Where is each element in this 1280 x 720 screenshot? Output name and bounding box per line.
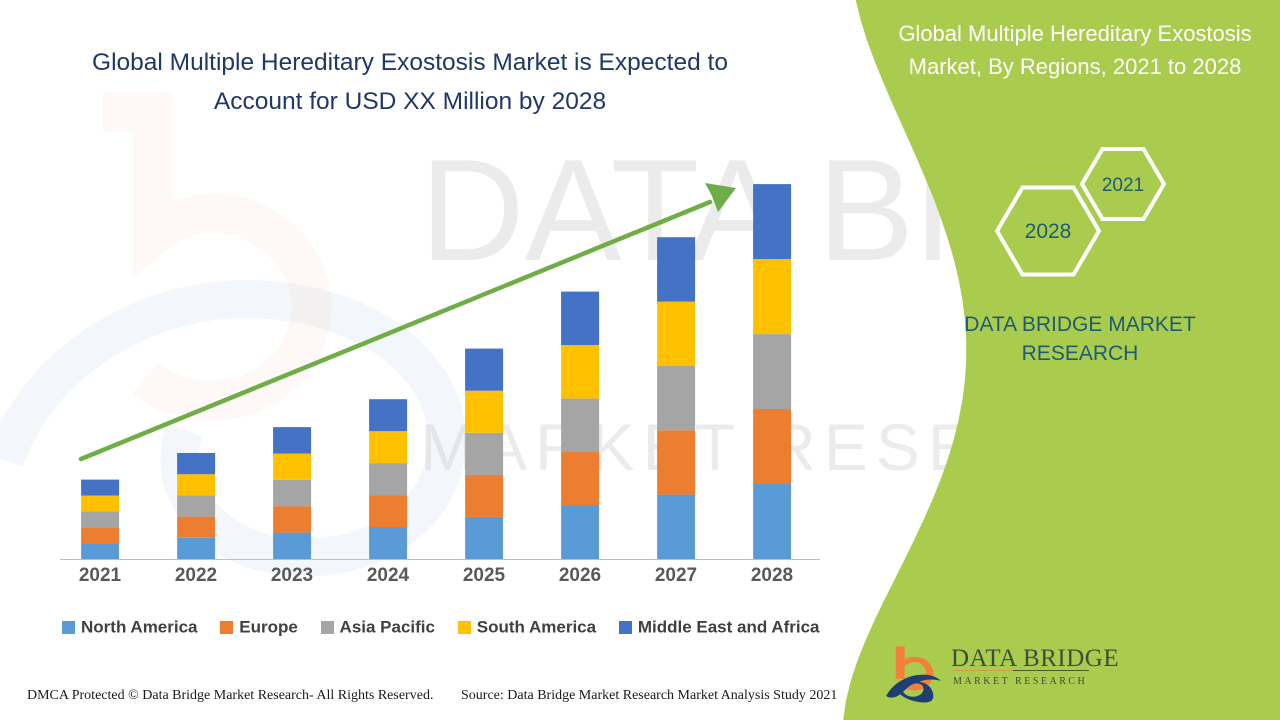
svg-text:2028: 2028 (1025, 220, 1072, 243)
svg-text:2021: 2021 (1102, 175, 1144, 196)
